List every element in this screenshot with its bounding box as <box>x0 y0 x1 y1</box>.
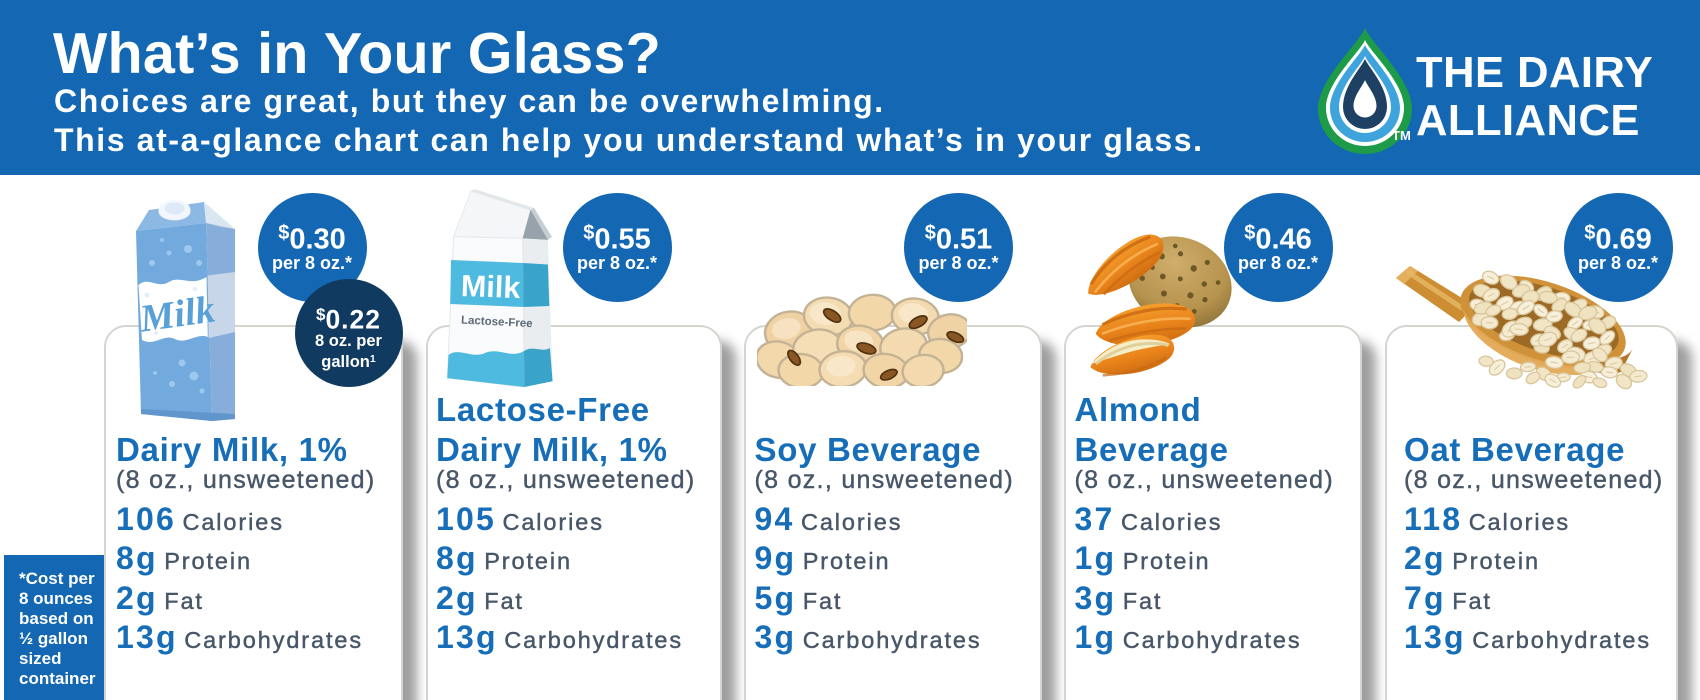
svg-text:Milk: Milk <box>460 269 521 305</box>
svg-text:Lactose-Free: Lactose-Free <box>461 314 533 330</box>
svg-text:Milk: Milk <box>136 289 217 341</box>
